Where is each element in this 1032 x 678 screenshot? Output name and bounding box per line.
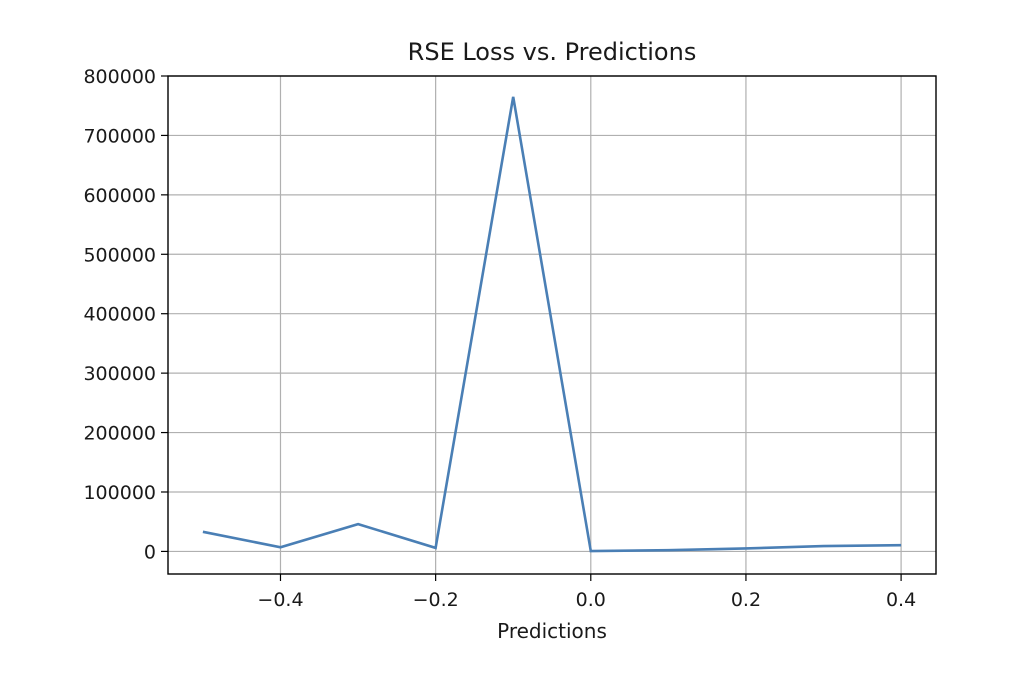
y-axis: 0 100000 200000 300000 400000 500000 600000 700… bbox=[83, 66, 168, 563]
y-tick-label: 300000 bbox=[83, 363, 156, 385]
y-tick-label: 500000 bbox=[83, 244, 156, 266]
x-axis-label: Predictions bbox=[497, 619, 607, 643]
chart-title: RSE Loss vs. Predictions bbox=[408, 38, 697, 66]
x-tick-label: −0.4 bbox=[257, 589, 303, 611]
x-tick-label: 0.4 bbox=[886, 589, 916, 611]
x-tick-label: −0.2 bbox=[413, 589, 459, 611]
x-axis: −0.4 −0.2 0.0 0.2 0.4 bbox=[257, 574, 916, 611]
x-tick-label: 0.2 bbox=[731, 589, 761, 611]
y-tick-label: 600000 bbox=[83, 185, 156, 207]
plot-frame bbox=[167, 75, 937, 575]
y-tick-label: 100000 bbox=[83, 482, 156, 504]
y-tick-label: 200000 bbox=[83, 423, 156, 445]
y-tick-label: 700000 bbox=[83, 125, 156, 147]
y-tick-label: 800000 bbox=[83, 66, 156, 88]
x-tick-label: 0.0 bbox=[576, 589, 606, 611]
series-line bbox=[202, 96, 902, 553]
series-layer bbox=[202, 96, 902, 553]
y-tick-label: 400000 bbox=[83, 304, 156, 326]
y-tick-label: 0 bbox=[144, 541, 156, 563]
